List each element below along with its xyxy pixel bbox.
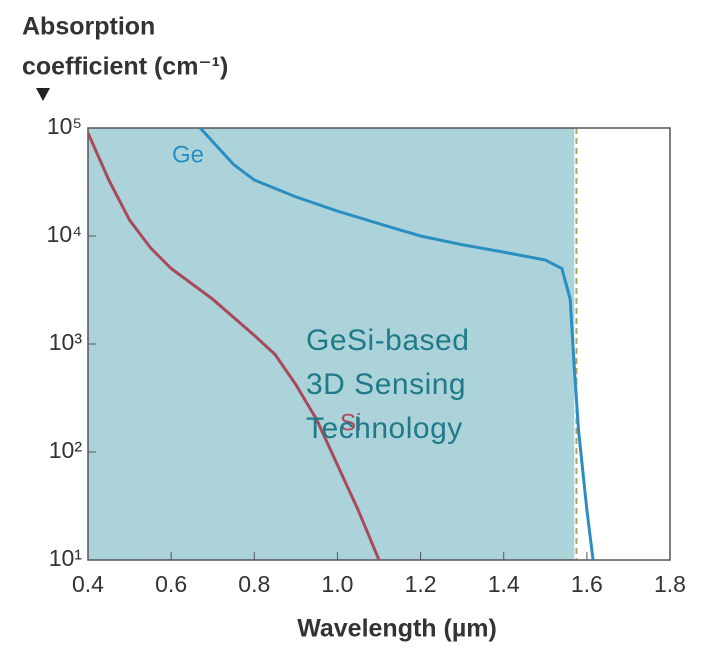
series-label: Ge: [172, 141, 204, 168]
y-tick-label: 10¹: [49, 545, 83, 571]
x-tick-label: 1.4: [488, 571, 520, 597]
x-tick-label: 1.8: [654, 571, 686, 597]
x-tick-label: 1.2: [405, 571, 437, 597]
axis-arrow: [36, 88, 50, 101]
y-tick-label: 10³: [49, 329, 83, 355]
x-tick-label: 0.6: [155, 571, 187, 597]
line: [199, 128, 595, 560]
annotation: 3D Sensing: [306, 368, 466, 401]
x-tick-label: 0.4: [72, 571, 104, 597]
annotation: GeSi-based: [306, 324, 469, 357]
line: [88, 132, 381, 560]
y-tick-label: 10⁴: [47, 221, 82, 247]
series-label: Si: [340, 409, 361, 436]
shaded-region: [88, 128, 575, 560]
x-tick-label: 1.6: [571, 571, 603, 597]
y-tick-label: 10²: [49, 437, 83, 463]
y-axis-title: coefficient (cm⁻¹): [22, 53, 228, 81]
plot-area: [88, 128, 595, 560]
x-tick-label: 0.8: [238, 571, 270, 597]
x-tick-label: 1.0: [321, 571, 353, 597]
annotation: Technology: [306, 412, 463, 445]
x-axis-title: Wavelength (µm): [297, 615, 497, 643]
y-axis-title: Absorption: [22, 13, 155, 41]
y-tick-label: 10⁵: [47, 113, 82, 139]
